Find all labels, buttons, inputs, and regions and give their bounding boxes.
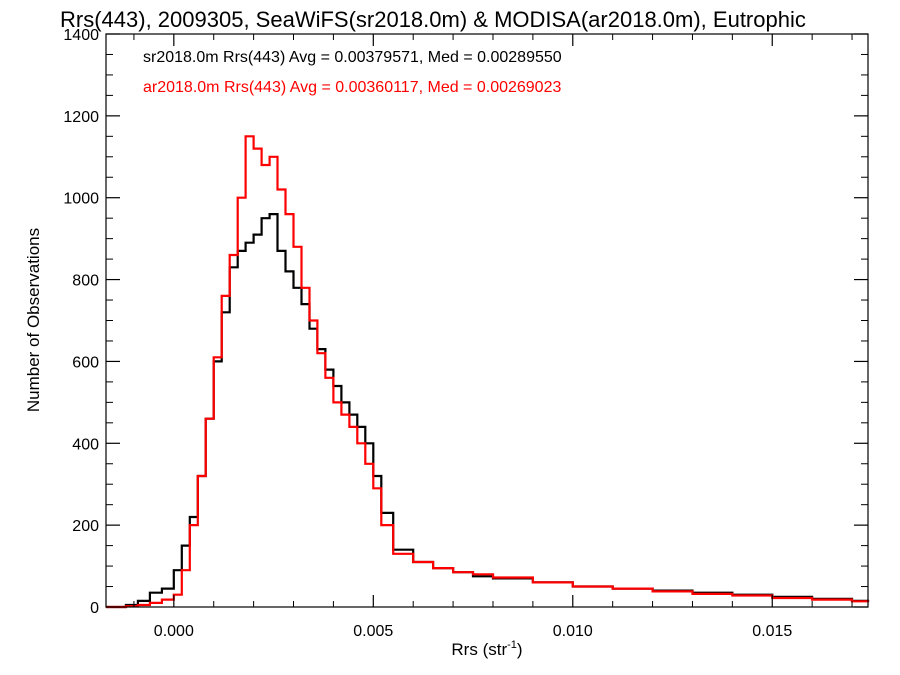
y-axis-label: Number of Observations (24, 228, 43, 412)
x-axis-label-close: ) (517, 640, 523, 659)
x-tick-label: 0.005 (353, 623, 393, 640)
series-line-1 (106, 135, 870, 609)
y-tick-label: 0 (90, 600, 99, 617)
series-layer (106, 135, 870, 609)
x-tick-label: 0.015 (752, 623, 792, 640)
y-tick-label: 1200 (63, 109, 99, 126)
y-tick-label: 1400 (63, 27, 99, 44)
x-axis-label-main: Rrs (str (451, 640, 507, 659)
ticks-layer: 0.000 0.005 0.010 0.015 0 200 400 600 800 1000 120… (63, 27, 868, 640)
chart-title: Rrs(443), 2009305, SeaWiFS(sr2018.0m) & … (60, 7, 806, 32)
legend-entry-ar2018: ar2018.0m Rrs(443) Avg = 0.00360117, Med… (143, 79, 561, 96)
y-tick-label: 200 (72, 518, 99, 535)
x-tick-label: 0.010 (553, 623, 593, 640)
x-axis-label: Rrs (str-1) (451, 639, 522, 659)
y-tick-label: 800 (72, 273, 99, 290)
x-axis-label-superscript: -1 (507, 639, 517, 651)
legend-entry-sr2018: sr2018.0m Rrs(443) Avg = 0.00379571, Med… (143, 49, 562, 66)
y-tick-label: 1000 (63, 191, 99, 208)
y-tick-label: 400 (72, 436, 99, 453)
y-tick-label: 600 (72, 354, 99, 371)
x-tick-label: 0.000 (154, 623, 194, 640)
plot-frame (105, 33, 869, 608)
